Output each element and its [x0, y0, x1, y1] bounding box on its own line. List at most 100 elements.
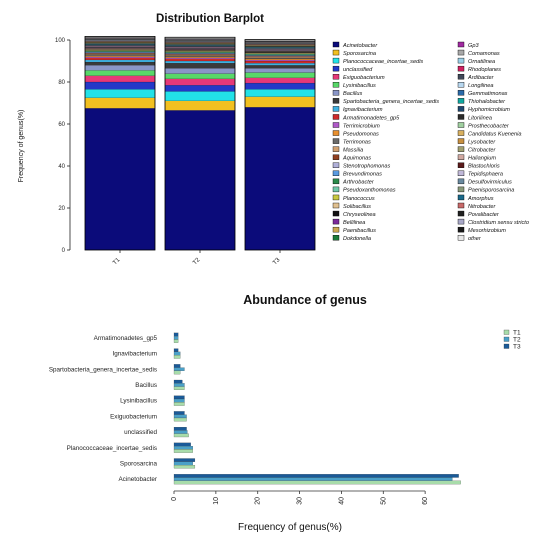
- x-axis-label-bottom: Frequency of genus(%): [238, 522, 342, 533]
- legend-label-massilia: Massilia: [343, 147, 363, 153]
- legend-swatch-dokdonella: [332, 234, 340, 241]
- grouped-bars: [173, 332, 461, 485]
- category-label-exiguobacterium: Exiguobacterium: [110, 413, 157, 420]
- x-tick-label-bottom: 40: [338, 497, 345, 505]
- legend-swatch-haliangium: [457, 154, 465, 160]
- bar-segment-t1-unclassified: [84, 81, 156, 90]
- legend-label-gp3: Gp3: [468, 43, 479, 49]
- category-label-acinetobacter: Acinetobacter: [118, 476, 157, 483]
- legend-label-povalibacter: Povalibacter: [468, 212, 500, 218]
- legend-swatch-prosthecobacter: [457, 122, 465, 128]
- hbar-exiguobacterium-t1: [173, 417, 187, 422]
- legend-label-planococcaceae-incertae-sedis: Planococcaceae_incertae_sedis: [343, 59, 423, 65]
- x-tick-label-t2: T2: [192, 257, 202, 267]
- legend-label-sporosarcina: Sporosarcina: [343, 51, 376, 57]
- legend-swatch-other: [457, 234, 465, 241]
- bar-segment-t1-planococcus: [84, 50, 156, 51]
- y-tick-label-top: 80: [58, 80, 65, 86]
- legend-swatch-thiohalobacter: [457, 98, 465, 104]
- hbar-unclassified-t1: [173, 433, 189, 438]
- bar-segment-t3-exiguobacterium: [244, 77, 316, 84]
- legend-label-gemmatimonas: Gemmatimonas: [468, 91, 508, 97]
- hbar-armatimonadetes-gp5-t3: [173, 332, 179, 337]
- bar-segment-t1-terrimonas: [84, 54, 156, 56]
- category-label-lysinibacillus: Lysinibacillus: [120, 398, 157, 405]
- bar-segment-t1-terrimicrobium: [84, 56, 156, 58]
- legend-swatch-ignavibacterium: [332, 106, 340, 112]
- hbar-ignavibacterium-t1: [173, 355, 181, 359]
- legend-swatch-lysobacter: [457, 138, 465, 144]
- hbar-bacillus-t1: [173, 386, 185, 391]
- hbar-ignavibacterium-t3: [173, 348, 179, 353]
- category-label-unclassified: unclassified: [124, 429, 157, 436]
- legend-label-ardibacter: Ardibacter: [467, 75, 495, 81]
- bar-segment-t3-solibacillus: [244, 52, 316, 54]
- legend-swatch-longilinea: [457, 82, 465, 88]
- legend-swatch-candidatus-kuenenia: [457, 130, 465, 136]
- bar-segment-t1-chryseolinea: [84, 48, 156, 50]
- bar-segment-t1-acinetobacter: [84, 108, 156, 251]
- hbar-spartobacteria-genera-incertae-sedis-t2: [173, 367, 185, 372]
- legend-swatch-gp3: [457, 41, 465, 48]
- legend-label-chryseolinea: Chryseolinea: [343, 212, 376, 218]
- bar-segment-t1-aquimonas: [84, 53, 156, 55]
- y-tick-label-top: 40: [58, 164, 65, 170]
- legend-swatch-citrobacter: [457, 146, 465, 152]
- hbar-ignavibacterium-t2: [173, 351, 181, 356]
- legend-label-comamonas: Comamonas: [468, 51, 500, 57]
- hbar-acinetobacter-t2: [173, 477, 453, 481]
- bar-segment-t3-arthrobacter: [244, 54, 316, 56]
- x-tick-label-bottom: 0: [171, 497, 178, 501]
- bar-segment-t2-planococcaceae-incertae-sedis: [164, 91, 236, 101]
- bar-segment-t3-brevundimonas: [244, 55, 316, 56]
- legend-label-tepidisphaera: Tepidisphaera: [468, 172, 503, 178]
- bar-segment-t2-unclassified: [164, 85, 236, 92]
- bar-segment-t2-acinetobacter: [164, 110, 236, 251]
- legend-swatch-armatimonadetes-gp5: [332, 114, 340, 120]
- legend-swatch-unclassified: [332, 65, 340, 72]
- legend-swatch-ardibacter: [457, 73, 465, 80]
- legend-swatch-hyphomicrobium: [457, 106, 465, 112]
- legend-swatch-nitrobacter: [457, 202, 465, 209]
- legend-swatch-amorphus: [457, 194, 465, 201]
- bar-segment-t3-planococcus: [244, 53, 316, 54]
- bar-segment-t1-brevundimonas: [84, 51, 156, 53]
- legend-swatch-rhodoplanes: [457, 65, 465, 72]
- legend-swatch-terrimonas: [332, 138, 340, 144]
- legend-label-solibacillus: Solibacillus: [343, 204, 371, 210]
- legend-label-haliangium: Haliangium: [468, 156, 496, 162]
- bar-segment-t2-pseudoxanthomonas: [164, 51, 236, 53]
- legend-label-bacillus: Bacillus: [343, 91, 362, 97]
- legend-label-other: other: [468, 236, 482, 242]
- hbar-lysinibacillus-t1: [173, 402, 185, 406]
- hbar-unclassified-t2: [173, 430, 188, 434]
- legend-label-candidatus-kuenenia: Candidatus Kuenenia: [468, 131, 522, 137]
- bar-segment-t1-massilia: [84, 53, 156, 55]
- bar-segment-t2-sporosarcina: [164, 100, 236, 111]
- bar-segment-t1-sporosarcina: [84, 97, 156, 109]
- bar-segment-t3-armatimonadetes-gp5: [244, 60, 316, 64]
- bar-segment-t1-solibacillus: [84, 49, 156, 51]
- hbar-sporosarcina-t1: [173, 465, 196, 469]
- bar-segment-t3-unclassified: [244, 82, 316, 90]
- x-tick-label-t1: T1: [112, 257, 122, 267]
- legend-label-ignavibacterium: Ignavibacterium: [343, 107, 383, 113]
- y-tick-label-top: 20: [58, 206, 65, 212]
- legend-label-pseudoxanthomonas: Pseudoxanthomonas: [343, 188, 396, 194]
- legend-label-planococcus: Planococcus: [343, 196, 375, 202]
- bar-segment-t1-bacillus: [84, 65, 156, 71]
- legend-swatch-exiguobacterium: [332, 73, 340, 80]
- x-tick-label-bottom: 30: [297, 497, 304, 505]
- y-tick-label-top: 100: [55, 38, 66, 44]
- legend-swatch-solibacillus: [332, 202, 340, 209]
- bar-segment-t2-armatimonadetes-gp5: [164, 58, 236, 62]
- bar-segment-t3-pseudoxanthomonas: [244, 53, 316, 55]
- legend-label-arthrobacter: Arthrobacter: [342, 180, 375, 186]
- bar-segment-t1-armatimonadetes-gp5: [84, 57, 156, 61]
- bar-segment-t3-massilia: [244, 57, 316, 59]
- legend-swatch-t2: [503, 336, 510, 342]
- legend-label-brevundimonas: Brevundimonas: [343, 172, 382, 178]
- hbar-spartobacteria-genera-incertae-sedis-t1: [173, 370, 181, 375]
- hbar-acinetobacter-t1: [173, 480, 461, 485]
- bar-segment-t1-ignavibacterium: [84, 59, 156, 63]
